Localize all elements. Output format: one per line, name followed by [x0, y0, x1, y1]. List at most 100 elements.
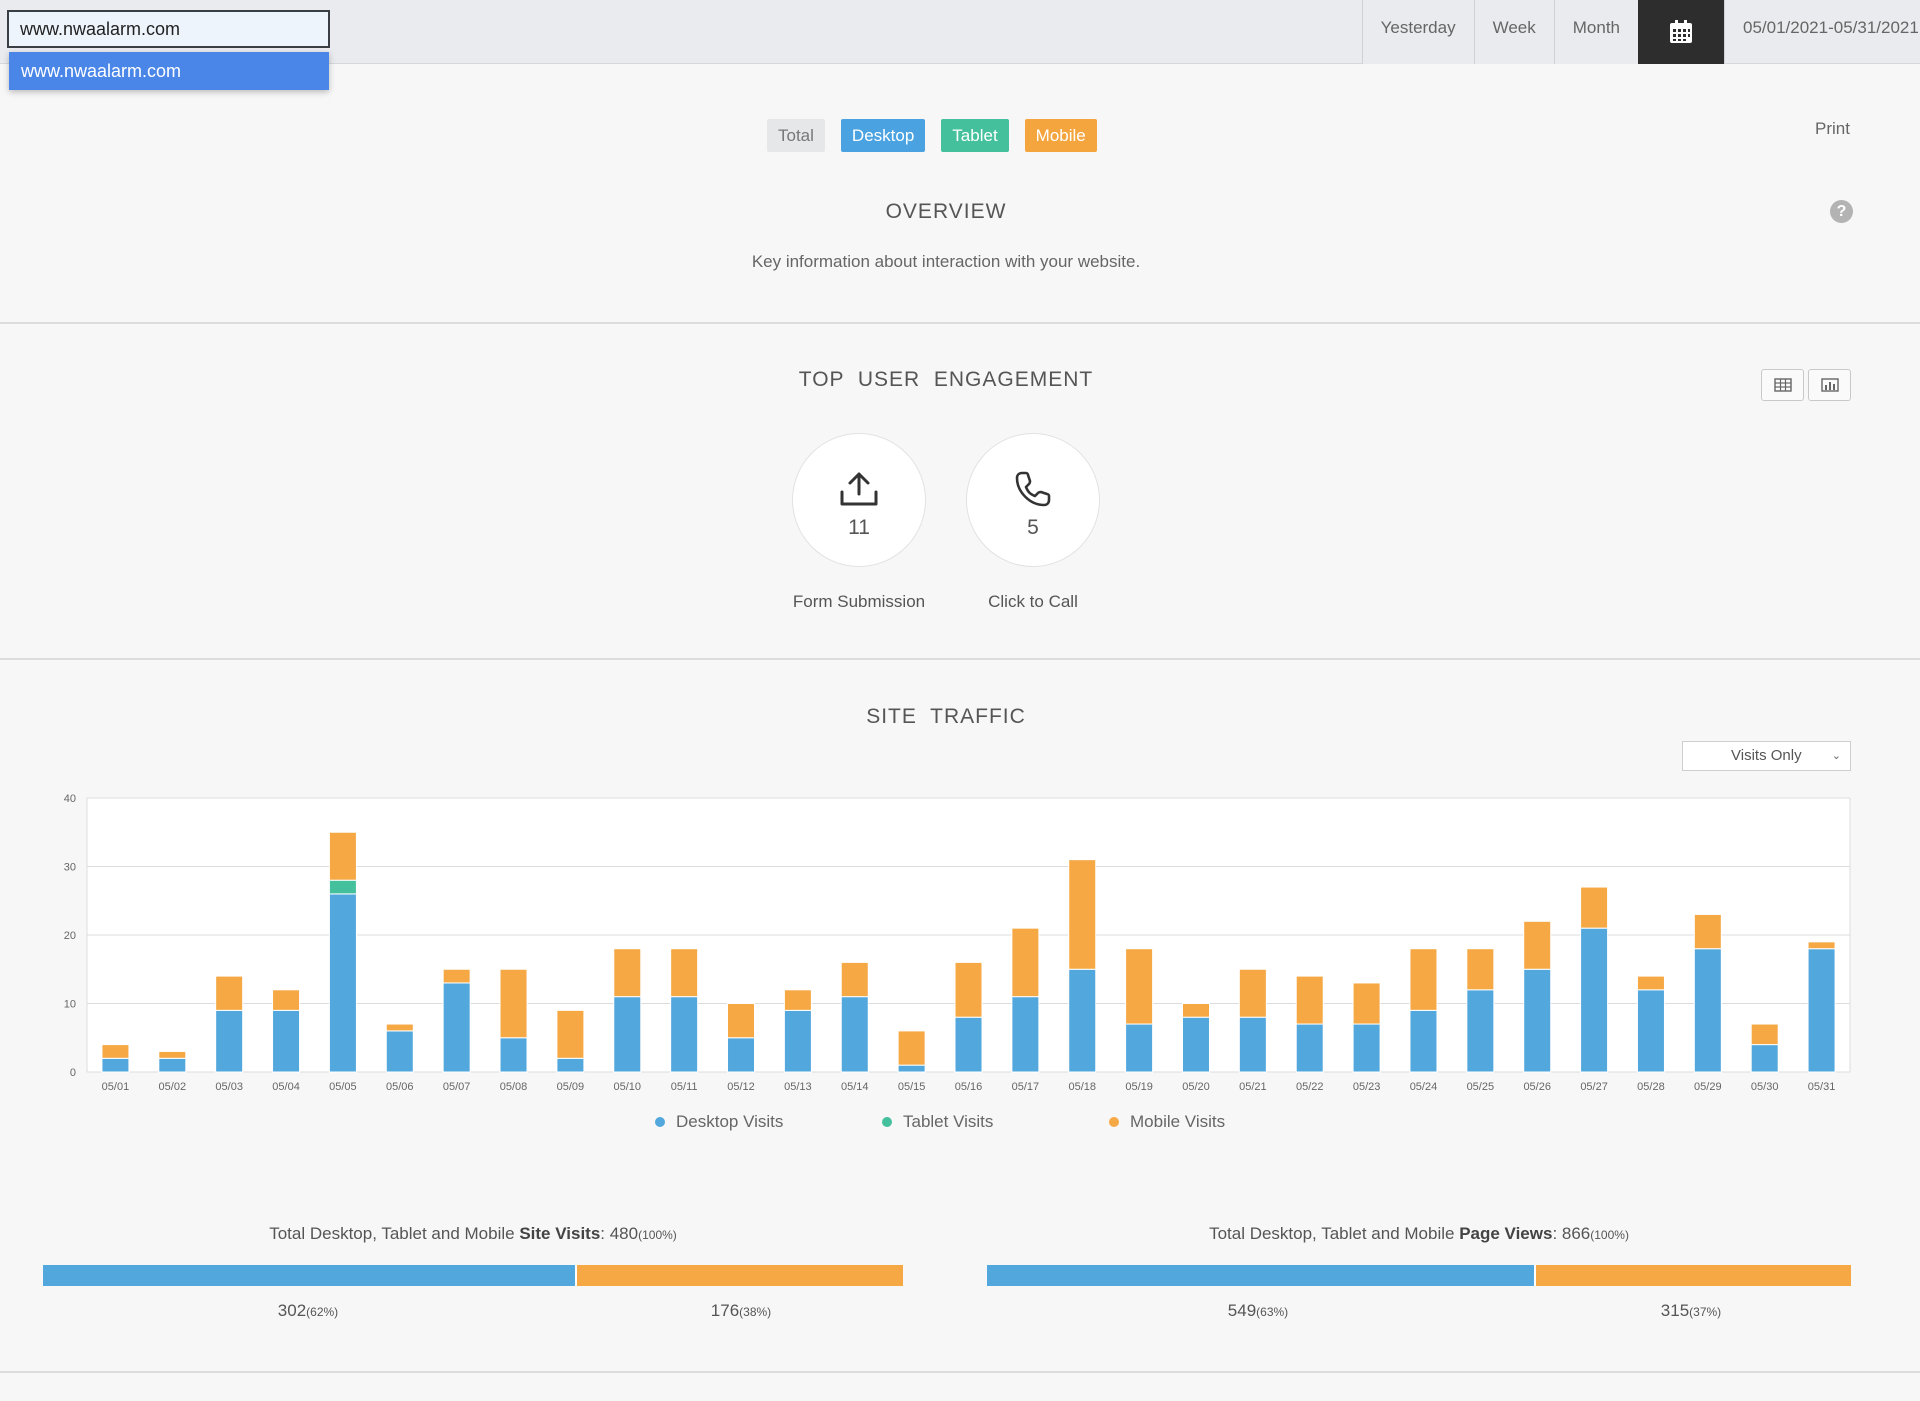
bar-segment [1750, 1044, 1779, 1073]
tab-tablet[interactable]: Tablet [941, 119, 1009, 152]
bar-segment [1580, 927, 1609, 1073]
x-tick-label: 05/15 [898, 1081, 926, 1093]
range-yesterday-button[interactable]: Yesterday [1361, 0, 1474, 64]
x-tick-label: 05/16 [955, 1081, 983, 1093]
bar-segment [385, 1023, 414, 1032]
bar-segment [442, 982, 471, 1073]
bar-segment [158, 1050, 187, 1059]
click-to-call-card: 5 [966, 433, 1100, 567]
range-month-button[interactable]: Month [1553, 0, 1638, 64]
bar-segment [1238, 968, 1267, 1018]
bar-segment [1125, 1023, 1154, 1073]
x-tick-label: 05/25 [1467, 1081, 1495, 1093]
x-tick-label: 05/10 [614, 1081, 642, 1093]
bar-segment [1580, 886, 1609, 929]
form-submission-card: 11 [792, 433, 926, 567]
legend-label: Desktop Visits [676, 1112, 784, 1131]
x-tick-label: 05/21 [1239, 1081, 1267, 1093]
legend-desktop[interactable]: Desktop Visits [655, 1112, 783, 1132]
bar-segment [556, 1057, 585, 1073]
bar-segment [1011, 996, 1040, 1073]
bar-segment [215, 975, 244, 1011]
x-tick-label: 05/12 [727, 1081, 755, 1093]
y-tick-label: 10 [64, 999, 76, 1011]
bar-segment [783, 1009, 812, 1073]
bar-segment [385, 1030, 414, 1073]
x-tick-label: 05/26 [1523, 1081, 1551, 1093]
phone-icon [1015, 471, 1051, 507]
bar-segment [670, 996, 699, 1073]
site-traffic-title: SITE TRAFFIC [866, 705, 1026, 728]
tab-desktop[interactable]: Desktop [840, 119, 926, 152]
bar-segment [158, 1057, 187, 1073]
segment-divider [575, 1265, 577, 1286]
x-tick-label: 05/13 [784, 1081, 812, 1093]
bar-segment [272, 1009, 301, 1073]
x-tick-label: 05/05 [329, 1081, 357, 1093]
engagement-title: TOP USER ENGAGEMENT [798, 368, 1094, 391]
legend-dot [1109, 1117, 1119, 1127]
site-dropdown-option[interactable]: www.nwaalarm.com [9, 52, 329, 90]
calendar-icon [1670, 20, 1692, 43]
legend-label: Mobile Visits [1130, 1112, 1226, 1131]
section-divider [0, 1371, 1920, 1373]
range-week-button[interactable]: Week [1473, 0, 1554, 64]
print-link[interactable]: Print [1815, 119, 1850, 138]
bar-segment [272, 989, 301, 1011]
bar-segment [1352, 1023, 1381, 1073]
bar-segment [1181, 1003, 1210, 1018]
site-visits-mobile-segment [577, 1265, 903, 1286]
bar-segment [1807, 941, 1836, 950]
bar-segment [954, 961, 983, 1018]
traffic-metric-select-value: Visits Only [1731, 747, 1802, 764]
site-traffic-chart: 0 10 20 30 40 05/01 05/02 05/03 05/04 05/05 05/06 0… [64, 793, 1851, 1093]
site-visits-bar [43, 1265, 903, 1286]
chart-view-button[interactable] [1808, 369, 1851, 401]
bar-segment [101, 1044, 130, 1059]
x-tick-label: 05/01 [102, 1081, 130, 1093]
bar-segment [840, 961, 869, 998]
bar-segment [727, 1003, 756, 1039]
bar-segment [328, 831, 357, 881]
bar-segment [101, 1057, 130, 1073]
tab-mobile[interactable]: Mobile [1024, 119, 1097, 152]
tab-total[interactable]: Total [767, 119, 825, 152]
bar-segment [1352, 982, 1381, 1025]
y-tick-label: 40 [64, 793, 76, 805]
bar-segment [328, 893, 357, 1073]
site-select-input[interactable]: www.nwaalarm.com [7, 10, 330, 48]
bar-segment [1466, 948, 1495, 991]
bar-segment [727, 1037, 756, 1073]
chart-legend: Desktop Visits Tablet Visits Mobile Visi… [0, 1112, 1920, 1134]
legend-mobile[interactable]: Mobile Visits [1109, 1112, 1225, 1132]
bar-segment [1523, 968, 1552, 1073]
y-tick-label: 0 [70, 1067, 76, 1079]
table-icon [1773, 378, 1792, 392]
date-range-display[interactable]: 05/01/2021-05/31/2021 [1724, 0, 1920, 64]
site-visits-desktop-label: 302(62%) [277, 1301, 339, 1320]
bar-segment [1068, 859, 1097, 970]
bar-segment [1466, 989, 1495, 1073]
overview-title: OVERVIEW [885, 200, 1007, 223]
site-visits-mobile-label: 176(38%) [710, 1301, 772, 1320]
bar-segment [1238, 1016, 1267, 1073]
table-view-button[interactable] [1761, 369, 1804, 401]
date-range-controls: Yesterday Week Month 05/01/2021-05/31/20… [1361, 0, 1920, 64]
view-toggle [1761, 369, 1851, 401]
segment-divider [1534, 1265, 1536, 1286]
traffic-metric-select[interactable]: Visits Only ⌄ [1682, 741, 1851, 771]
legend-tablet[interactable]: Tablet Visits [882, 1112, 993, 1132]
help-icon[interactable]: ? [1830, 200, 1853, 223]
chevron-down-icon: ⌄ [1831, 750, 1841, 762]
form-submission-count: 11 [848, 516, 870, 539]
bar-segment [783, 989, 812, 1011]
x-tick-label: 05/08 [500, 1081, 528, 1093]
page-views-desktop-label: 549(63%) [1227, 1301, 1289, 1320]
bar-segment [1636, 975, 1665, 991]
bar-segment [1409, 1009, 1438, 1073]
x-tick-label: 05/28 [1637, 1081, 1665, 1093]
calendar-button[interactable] [1638, 0, 1724, 64]
bar-segment [897, 1064, 926, 1073]
x-tick-label: 05/31 [1808, 1081, 1836, 1093]
bar-segment [1636, 989, 1665, 1073]
